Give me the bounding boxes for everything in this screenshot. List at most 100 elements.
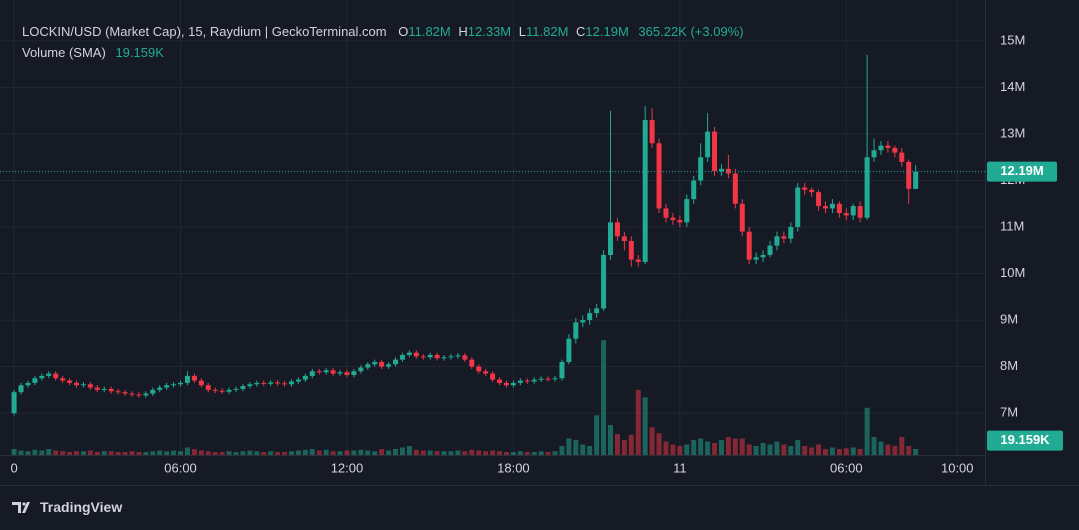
volume-bar: [642, 397, 648, 455]
volume-bar: [545, 452, 551, 455]
volume-bar: [386, 450, 392, 455]
volume-bar: [330, 451, 336, 455]
candle-body: [39, 375, 45, 379]
volume-sma-value: 19.159K: [115, 45, 164, 60]
volume-bar: [677, 446, 683, 455]
candle-body: [219, 390, 225, 392]
volume-bar: [566, 438, 572, 455]
candle-body: [413, 352, 419, 357]
volume-bar: [628, 434, 634, 455]
volume-bar: [171, 450, 177, 455]
volume-bar: [94, 452, 100, 455]
x-tick-label: 11: [673, 460, 687, 475]
candle-body: [330, 370, 336, 374]
volume-bar: [108, 451, 114, 455]
volume-bar: [587, 446, 593, 455]
candle-body: [18, 385, 24, 393]
candle-body: [587, 313, 593, 321]
volume-bar: [649, 427, 655, 455]
volume-bar: [781, 444, 787, 455]
volume-bar: [323, 449, 329, 455]
candle-body: [767, 245, 773, 255]
candle-body: [157, 387, 163, 390]
ohlc-value: 11.82M: [526, 24, 568, 39]
y-tick-label: 9M: [1000, 312, 1018, 327]
volume-bar: [802, 446, 808, 455]
volume-bar: [608, 425, 614, 455]
volume-bar: [399, 447, 405, 455]
y-tick-label: 15M: [1000, 32, 1025, 47]
candle-body: [621, 236, 627, 241]
candle-body: [517, 380, 523, 383]
candle-body: [108, 388, 114, 392]
y-tick-label: 13M: [1000, 125, 1025, 140]
ohlc-key: C: [576, 24, 585, 39]
volume-bar: [157, 450, 163, 455]
candle-body: [913, 171, 919, 189]
volume-bar: [691, 440, 697, 455]
volume-bar: [899, 437, 905, 455]
volume-bar: [712, 443, 718, 455]
candle-body: [136, 394, 142, 396]
axes: 7M8M9M10M11M12M13M14M15M006:0012:0018:00…: [0, 32, 1063, 475]
volume-bar: [892, 446, 898, 455]
volume-bar: [739, 438, 745, 455]
volume-bar: [517, 451, 523, 455]
candle-body: [503, 382, 509, 386]
volume-bar: [698, 438, 704, 455]
volume-bar: [372, 451, 378, 455]
volume-bar: [822, 449, 828, 455]
volume-bar: [552, 451, 558, 455]
candle-body: [573, 322, 579, 339]
volume-bar: [80, 451, 86, 455]
candle-body: [198, 380, 204, 386]
candle-body: [462, 355, 468, 360]
candle-body: [115, 391, 121, 393]
ohlc-value: 12.33M: [468, 24, 511, 39]
candle-body: [80, 384, 86, 386]
volume-bar: [268, 451, 274, 455]
y-tick-label: 14M: [1000, 79, 1025, 94]
candle-body: [580, 320, 586, 323]
volume-sma-label: 19.159K: [1000, 432, 1050, 447]
volume-bar: [87, 450, 93, 455]
candle-body: [150, 389, 156, 394]
grid: [0, 0, 985, 455]
candle-body: [809, 189, 815, 193]
candle-body: [559, 361, 565, 379]
volume-bar: [497, 451, 503, 455]
volume-bar: [448, 451, 454, 455]
candle-body: [510, 382, 516, 386]
candle-body: [781, 236, 787, 239]
candle-body: [524, 380, 530, 382]
candle-body: [386, 364, 392, 367]
candle-body: [739, 203, 745, 232]
candle-body: [441, 357, 447, 359]
volume-bar: [885, 444, 891, 455]
volume-bar: [205, 451, 211, 455]
candle-body: [795, 187, 801, 228]
candle-body: [732, 173, 738, 204]
volume-bar: [483, 451, 489, 455]
volume-bar: [73, 451, 79, 455]
volume-bar: [469, 449, 475, 455]
candle-body: [427, 354, 433, 358]
candle-body: [184, 375, 190, 383]
volume-bar: [393, 449, 399, 455]
candle-body: [455, 355, 461, 357]
volume-bar: [101, 451, 107, 455]
ohlc-key: L: [519, 24, 526, 39]
volume-bar: [594, 415, 600, 455]
candle-body: [760, 254, 766, 258]
volume-bar: [913, 449, 919, 455]
volume-bar: [427, 450, 433, 455]
volume-legend: Volume (SMA) 19.159K: [22, 45, 164, 60]
volume-bar: [365, 450, 371, 455]
candle-body: [497, 379, 503, 383]
volume-bar: [843, 448, 849, 455]
candle-body: [829, 203, 835, 209]
candle-body: [323, 370, 329, 373]
volume-bar: [753, 446, 759, 455]
candle-body: [746, 231, 752, 260]
volume-bar: [559, 446, 565, 455]
